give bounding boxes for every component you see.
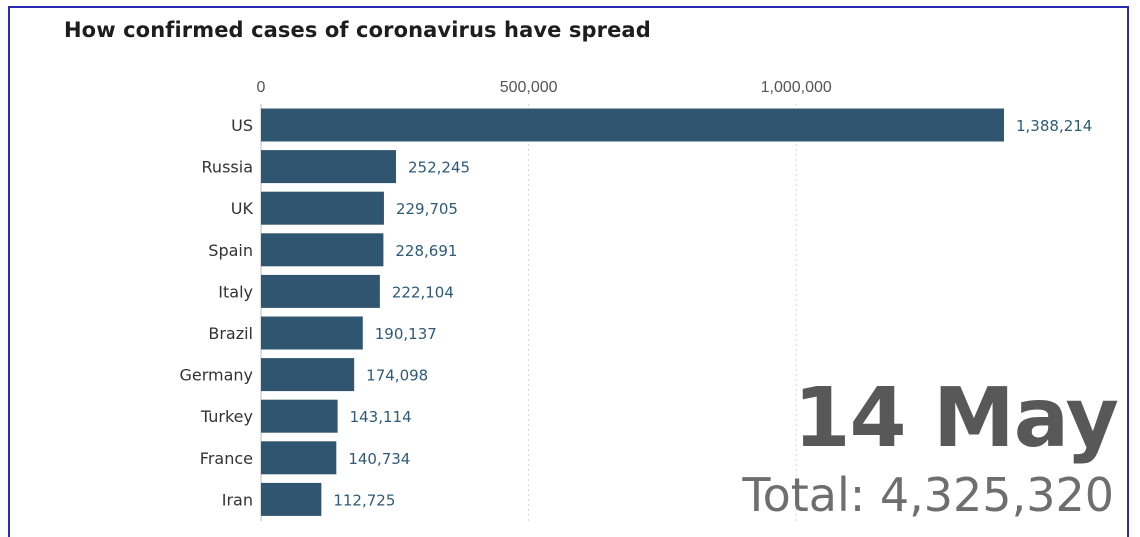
category-label: Italy	[218, 282, 253, 301]
bar-spain	[261, 233, 384, 267]
bar-us	[261, 108, 1004, 142]
chart-frame	[8, 6, 1129, 537]
date-label: 14 May	[793, 371, 1119, 466]
value-label: 229,705	[396, 200, 458, 218]
bar-russia	[261, 150, 397, 184]
category-label: Germany	[179, 366, 253, 385]
bar-brazil	[261, 316, 363, 350]
x-tick-label: 500,000	[500, 79, 558, 96]
value-label: 252,245	[408, 159, 470, 177]
value-label: 174,098	[366, 367, 428, 385]
category-label: France	[200, 449, 253, 468]
value-label: 222,104	[392, 283, 454, 301]
x-tick-label: 0	[257, 79, 266, 96]
category-label: UK	[231, 199, 254, 218]
value-label: 143,114	[350, 408, 412, 426]
value-label: 228,691	[395, 242, 457, 260]
category-label: Spain	[208, 241, 253, 260]
x-tick-label: 1,000,000	[761, 79, 832, 96]
category-labels: US Russia UK Spain Italy Brazil Germany Turkey F…	[179, 116, 253, 509]
bar-germany	[261, 358, 355, 392]
value-label: 140,734	[348, 450, 410, 468]
category-label: Iran	[222, 490, 253, 509]
category-label: Brazil	[208, 324, 253, 343]
chart-title: How confirmed cases of coronavirus have …	[64, 18, 651, 42]
bar-iran	[261, 482, 322, 516]
bar-italy	[261, 274, 380, 308]
bars	[261, 108, 1004, 516]
x-axis-ticks: 0 500,000 1,000,000	[257, 79, 832, 96]
value-label: 112,725	[333, 491, 395, 509]
bar-uk	[261, 191, 384, 225]
bar-france	[261, 441, 337, 475]
total-label: Total: 4,325,320	[742, 468, 1114, 522]
value-label: 190,137	[375, 325, 437, 343]
category-label: Turkey	[200, 407, 253, 426]
value-labels: 1,388,214 252,245 229,705 228,691 222,104 190…	[333, 117, 1092, 509]
bar-turkey	[261, 399, 338, 433]
value-label: 1,388,214	[1016, 117, 1092, 135]
category-label: US	[231, 116, 253, 135]
category-label: Russia	[202, 158, 253, 177]
